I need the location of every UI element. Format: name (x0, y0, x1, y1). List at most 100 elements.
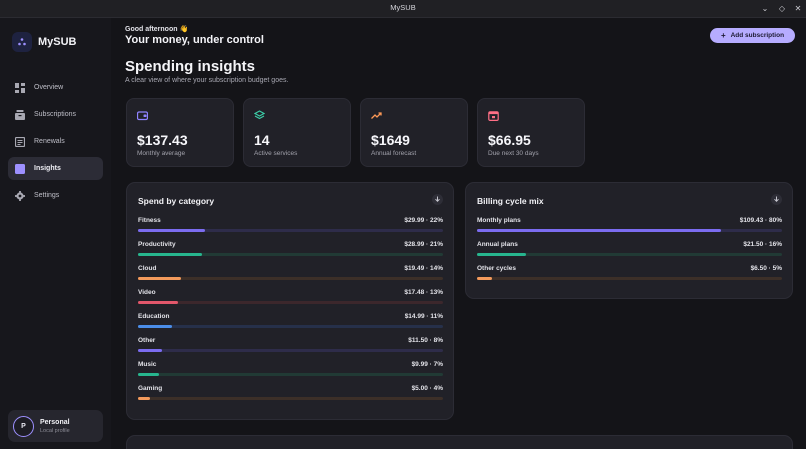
profile-subtitle: Local profile (40, 427, 70, 434)
row-label: Annual plans (477, 241, 518, 248)
progress-fill (138, 373, 160, 376)
progress-track (477, 277, 782, 280)
progress-track (138, 277, 443, 280)
list-item: Fitness $29.99 · 22% (138, 217, 443, 237)
row-value: $21.50 · 16% (743, 241, 782, 248)
progress-fill (477, 253, 526, 256)
box-icon (15, 109, 25, 120)
sidebar-item-insights[interactable]: Insights (8, 157, 103, 180)
list-item: Monthly plans $109.43 · 80% (477, 217, 782, 237)
calendar-list-icon (15, 136, 25, 147)
progress-track (138, 301, 443, 304)
row-value: $29.99 · 22% (404, 217, 443, 224)
list-item: Music $9.99 · 7% (138, 361, 443, 381)
row-label: Cloud (138, 265, 157, 272)
spend-by-category-card: Spend by category Fitness $29.99 · 22% Pro… (126, 182, 454, 420)
progress-fill (138, 325, 172, 328)
avatar: P (13, 415, 34, 437)
row-label: Productivity (138, 241, 176, 248)
tagline: Your money, under control (125, 34, 264, 46)
minimize-icon[interactable]: ⌄ (761, 4, 769, 13)
bar-chart-icon (15, 163, 25, 174)
row-value: $109.43 · 80% (739, 217, 782, 224)
list-item: Cloud $19.49 · 14% (138, 265, 443, 285)
sidebar-item-label: Subscriptions (34, 111, 77, 118)
gear-icon (15, 190, 25, 201)
sidebar: MySUB Overview Subscriptions Renewals In… (0, 18, 111, 449)
progress-fill (138, 349, 163, 352)
next-section-card (126, 435, 793, 449)
layers-icon (254, 110, 265, 120)
stat-card-annual-forecast: $1649 Annual forecast (360, 98, 468, 167)
stat-card-active-services: 14 Active services (243, 98, 351, 167)
sidebar-item-label: Overview (34, 84, 64, 91)
download-icon[interactable] (432, 194, 443, 205)
list-item: Video $17.48 · 13% (138, 289, 443, 309)
progress-fill (477, 277, 493, 280)
row-label: Gaming (138, 385, 163, 392)
card-title: Spend by category (138, 196, 215, 206)
stat-label: Due next 30 days (488, 150, 539, 157)
stat-card-due-next-30-days: $66.95 Due next 30 days (477, 98, 585, 167)
window-titlebar: MySUB ⌄ ◇ ✕ (0, 0, 806, 18)
stat-value: $1649 (371, 132, 410, 148)
page-title: Spending insights (125, 58, 255, 75)
row-label: Music (138, 361, 157, 368)
progress-track (477, 229, 782, 232)
sidebar-item-label: Renewals (34, 138, 65, 145)
stat-value: $137.43 (137, 132, 188, 148)
download-icon[interactable] (771, 194, 782, 205)
sidebar-item-subscriptions[interactable]: Subscriptions (8, 103, 103, 126)
row-value: $17.48 · 13% (404, 289, 443, 296)
calendar-icon (488, 111, 499, 121)
row-label: Fitness (138, 217, 161, 224)
sidebar-item-overview[interactable]: Overview (8, 76, 103, 99)
close-icon[interactable]: ✕ (794, 4, 802, 13)
progress-track (138, 373, 443, 376)
list-item: Annual plans $21.50 · 16% (477, 241, 782, 261)
list-item: Productivity $28.99 · 21% (138, 241, 443, 261)
add-subscription-label: Add subscription (730, 32, 785, 39)
row-value: $6.50 · 5% (750, 265, 782, 272)
list-item: Education $14.99 · 11% (138, 313, 443, 333)
row-value: $14.99 · 11% (404, 313, 443, 320)
sidebar-nav: Overview Subscriptions Renewals Insights… (8, 76, 103, 211)
sidebar-item-label: Insights (34, 165, 61, 172)
row-label: Video (138, 289, 156, 296)
list-item: Other $11.50 · 8% (138, 337, 443, 357)
sidebar-item-settings[interactable]: Settings (8, 184, 103, 207)
row-label: Monthly plans (477, 217, 521, 224)
progress-track (138, 397, 443, 400)
sidebar-item-renewals[interactable]: Renewals (8, 130, 103, 153)
progress-fill (138, 253, 203, 256)
brand[interactable]: MySUB (12, 32, 77, 52)
stat-label: Annual forecast (371, 150, 417, 157)
row-value: $19.49 · 14% (404, 265, 443, 272)
billing-cycle-mix-card: Billing cycle mix Monthly plans $109.43 ·… (465, 182, 793, 299)
progress-fill (138, 229, 206, 232)
stat-label: Monthly average (137, 150, 186, 157)
wallet-icon (137, 111, 148, 121)
trend-up-icon (371, 112, 382, 119)
greeting: Good afternoon 👋 (125, 26, 189, 33)
list-item: Other cycles $6.50 · 5% (477, 265, 782, 285)
plus-icon: + (720, 31, 726, 40)
list-item: Gaming $5.00 · 4% (138, 385, 443, 405)
progress-fill (138, 397, 151, 400)
brand-name: MySUB (38, 36, 77, 48)
row-label: Other cycles (477, 265, 517, 272)
window-title: MySUB (390, 3, 416, 12)
row-label: Other (138, 337, 156, 344)
maximize-icon[interactable]: ◇ (778, 4, 786, 13)
progress-fill (138, 301, 178, 304)
profile-card[interactable]: P Personal Local profile (8, 410, 103, 442)
progress-track (138, 325, 443, 328)
progress-fill (477, 229, 721, 232)
progress-track (138, 349, 443, 352)
row-label: Education (138, 313, 170, 320)
progress-track (138, 253, 443, 256)
row-value: $5.00 · 4% (411, 385, 443, 392)
add-subscription-button[interactable]: + Add subscription (710, 28, 795, 43)
stat-label: Active services (254, 150, 298, 157)
stat-value: 14 (254, 132, 270, 148)
